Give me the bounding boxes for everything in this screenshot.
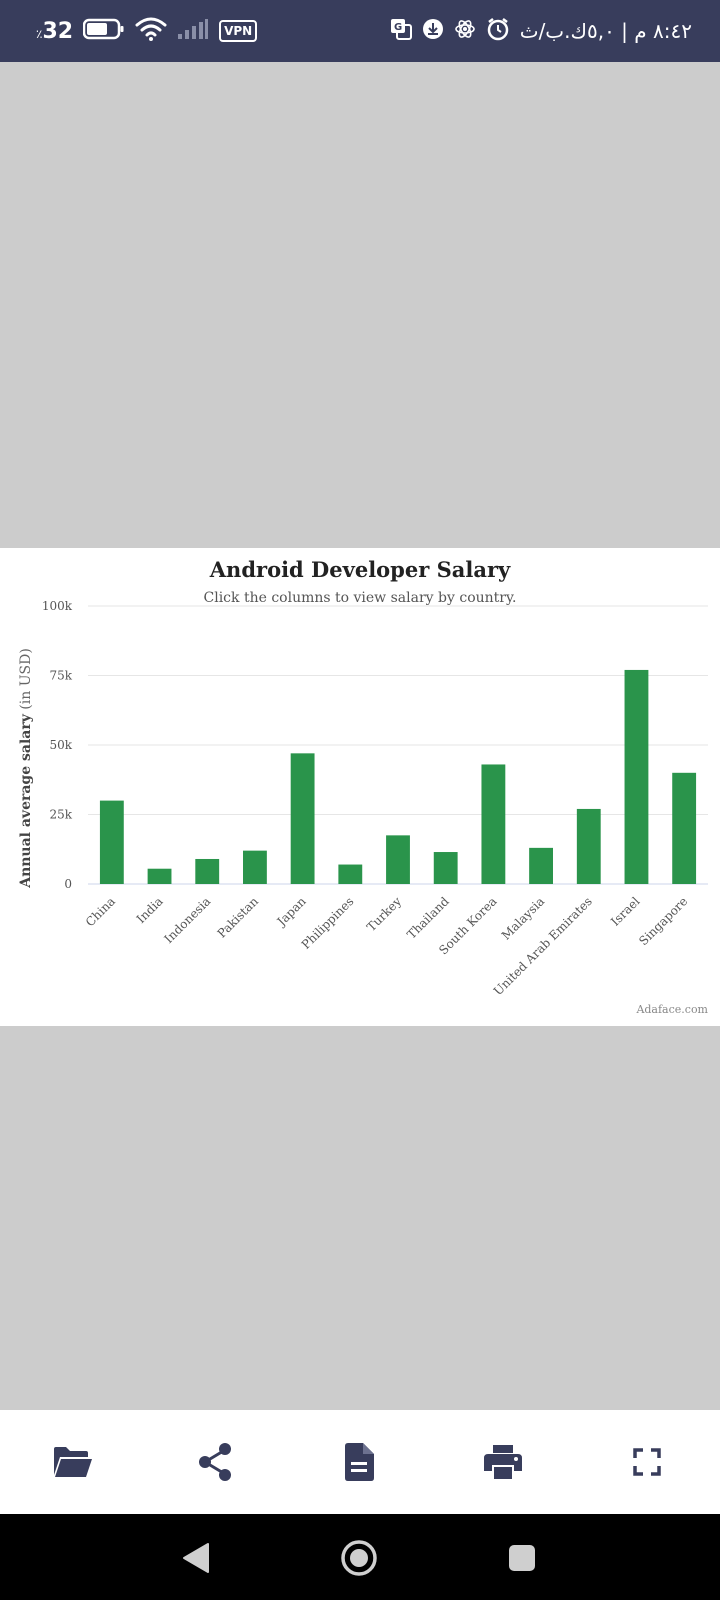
bar[interactable] [433, 852, 458, 884]
open-folder-button[interactable] [49, 1438, 97, 1486]
chart-credit[interactable]: Adaface.com [635, 1003, 708, 1016]
home-circle-icon [341, 1540, 377, 1576]
back-triangle-icon [183, 1543, 209, 1573]
bar[interactable] [243, 850, 267, 884]
vpn-badge: VPN [219, 20, 258, 42]
x-tick-label: Turkey [364, 894, 404, 934]
viewer-background-top [0, 62, 720, 548]
recents-square-icon [509, 1545, 535, 1571]
back-button[interactable] [174, 1536, 218, 1580]
folder-open-icon [54, 1447, 92, 1477]
alarm-icon [486, 17, 510, 45]
x-tick-label: Thailand [404, 894, 452, 942]
y-axis-unit: (in USD) [18, 648, 34, 709]
battery-value: 32 [42, 18, 74, 44]
viewer-background-bottom [0, 1026, 720, 1410]
x-tick-label: United Arab Emirates [491, 894, 595, 998]
print-button[interactable] [479, 1438, 527, 1486]
x-tick-label: Israel [608, 894, 643, 929]
x-tick-label: China [83, 894, 118, 929]
atom-icon [454, 18, 476, 44]
fullscreen-icon [633, 1448, 661, 1476]
x-tick-label: Japan [273, 894, 309, 930]
y-tick-label: 0 [64, 877, 72, 891]
download-icon [422, 18, 444, 44]
y-tick-label: 75k [49, 669, 72, 683]
bar[interactable] [147, 868, 172, 884]
bar[interactable] [672, 772, 697, 884]
bar[interactable] [338, 864, 363, 884]
print-icon [484, 1445, 522, 1479]
y-tick-label: 50k [49, 738, 72, 752]
translate-icon: G [390, 18, 412, 44]
recents-button[interactable] [500, 1536, 544, 1580]
bar[interactable] [386, 835, 410, 884]
status-left-group: ٪32 VPN [36, 16, 258, 46]
share-button[interactable] [191, 1438, 239, 1486]
x-tick-label: Singapore [636, 894, 690, 948]
share-icon [199, 1443, 231, 1481]
bar[interactable] [290, 753, 315, 884]
x-tick-label: Indonesia [161, 894, 213, 946]
home-button[interactable] [337, 1536, 381, 1580]
bar[interactable] [195, 858, 220, 884]
x-tick-label: India [134, 894, 166, 926]
svg-text:G: G [394, 22, 402, 33]
bar[interactable] [481, 764, 506, 884]
status-right-group: G ٨:٤٢ م | ٥,٠ك.ب/ث [390, 16, 692, 46]
x-tick-label: Pakistan [215, 894, 262, 941]
battery-percent: ٪32 [36, 19, 73, 44]
y-axis-label: Annual average salary [18, 713, 34, 889]
bar-chart: Android Developer Salary Click the colum… [18, 557, 709, 1016]
battery-suffix: ٪ [36, 26, 43, 41]
y-tick-label: 100k [42, 599, 73, 613]
x-tick-label: Malaysia [499, 894, 547, 942]
chart-card: Android Developer Salary Click the colum… [0, 548, 720, 1026]
document-button[interactable] [335, 1438, 383, 1486]
bottom-toolbar [0, 1410, 720, 1514]
fullscreen-button[interactable] [623, 1438, 671, 1486]
y-tick-label: 25k [49, 808, 72, 822]
battery-icon [82, 18, 125, 44]
y-axis-title: Annual average salary (in USD) [18, 648, 34, 889]
bar[interactable] [99, 800, 124, 884]
navigation-bar [0, 1514, 720, 1600]
time-date-text: ٨:٤٢ م | ٥,٠ك.ب/ث [519, 19, 692, 43]
status-bar: ٪32 VPN G ٨:٤٢ م | ٥,٠ك.ب/ث [0, 0, 720, 62]
bar[interactable] [624, 669, 649, 884]
wifi-icon [135, 16, 167, 46]
bar[interactable] [529, 847, 553, 884]
chart-subtitle: Click the columns to view salary by coun… [204, 590, 517, 606]
document-icon [345, 1443, 374, 1481]
signal-icon [177, 18, 209, 44]
chart-title: Android Developer Salary [209, 557, 511, 582]
bar[interactable] [576, 808, 601, 884]
